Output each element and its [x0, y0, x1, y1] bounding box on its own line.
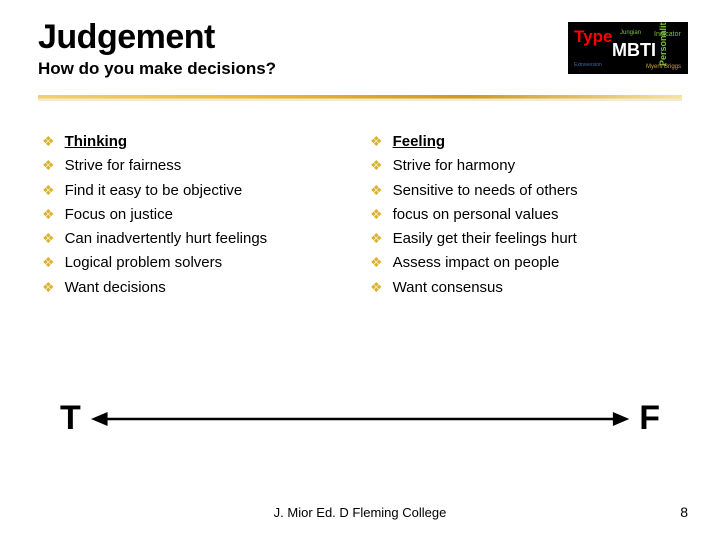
bullet-icon: ❖	[42, 252, 55, 274]
list-item-text: Sensitive to needs of others	[393, 179, 678, 202]
mbti-logo: TypeMBTIPersonalityIndicator Myers Briggs…	[568, 22, 688, 74]
bullet-icon: ❖	[370, 252, 383, 274]
thinking-heading: Thinking	[65, 130, 350, 153]
bullet-icon: ❖	[42, 228, 55, 250]
slide-subtitle: How do you make decisions?	[38, 59, 568, 79]
spectrum: T F	[60, 399, 660, 438]
list-item: ❖ Logical problem solvers	[42, 251, 350, 274]
bullet-icon: ❖	[42, 155, 55, 177]
bullet-icon: ❖	[42, 180, 55, 202]
svg-text:Jungian: Jungian	[620, 30, 641, 36]
list-item-text: Want decisions	[65, 276, 350, 299]
list-item-text: Strive for fairness	[65, 154, 350, 177]
feeling-heading: Feeling	[393, 130, 678, 153]
list-item: ❖ Focus on justice	[42, 203, 350, 226]
list-item: ❖ Easily get their feelings hurt	[370, 227, 678, 250]
page-number: 8	[680, 504, 688, 520]
list-item-text: Assess impact on people	[393, 251, 678, 274]
list-item-text: Find it easy to be objective	[65, 179, 350, 202]
list-item: ❖ focus on personal values	[370, 203, 678, 226]
bullet-icon: ❖	[370, 277, 383, 299]
list-item: ❖ Find it easy to be objective	[42, 179, 350, 202]
columns: ❖ Thinking ❖ Strive for fairness ❖ Find it ea…	[38, 130, 682, 300]
list-item: ❖ Feeling	[370, 130, 678, 153]
list-item-text: focus on personal values	[393, 203, 678, 226]
list-item: ❖ Strive for fairness	[42, 154, 350, 177]
slide-title: Judgement	[38, 18, 568, 57]
spectrum-right-label: F	[639, 399, 660, 438]
footer-text: J. Mior Ed. D Fleming College	[0, 505, 720, 520]
list-item: ❖ Strive for harmony	[370, 154, 678, 177]
svg-text:Indicator: Indicator	[654, 31, 682, 38]
svg-text:Myers Briggs: Myers Briggs	[646, 64, 681, 70]
title-block: Judgement How do you make decisions?	[38, 18, 568, 79]
svg-text:MBTI: MBTI	[612, 40, 656, 60]
list-item-text: Strive for harmony	[393, 154, 678, 177]
svg-text:Personality: Personality	[658, 22, 668, 66]
list-item: ❖ Want decisions	[42, 276, 350, 299]
list-item: ❖ Assess impact on people	[370, 251, 678, 274]
list-item-text: Want consensus	[393, 276, 678, 299]
list-item-text: Easily get their feelings hurt	[393, 227, 678, 250]
list-item-text: Logical problem solvers	[65, 251, 350, 274]
list-item: ❖ Want consensus	[370, 276, 678, 299]
list-item-text: Focus on justice	[65, 203, 350, 226]
bullet-icon: ❖	[370, 204, 383, 226]
right-column: ❖ Feeling ❖ Strive for harmony ❖ Sensitive to…	[370, 130, 678, 300]
list-item: ❖ Thinking	[42, 130, 350, 153]
spectrum-left-label: T	[60, 399, 81, 438]
list-item-text: Can inadvertently hurt feelings	[65, 227, 350, 250]
bullet-icon: ❖	[42, 204, 55, 226]
list-item: ❖ Can inadvertently hurt feelings	[42, 227, 350, 250]
slide: Judgement How do you make decisions? Typ…	[0, 0, 720, 540]
left-column: ❖ Thinking ❖ Strive for fairness ❖ Find it ea…	[42, 130, 350, 300]
bullet-icon: ❖	[370, 155, 383, 177]
bullet-icon: ❖	[370, 131, 383, 153]
bullet-icon: ❖	[370, 228, 383, 250]
bullet-icon: ❖	[370, 180, 383, 202]
divider-line	[38, 95, 682, 101]
svg-text:Extraversion: Extraversion	[574, 62, 602, 68]
list-item: ❖ Sensitive to needs of others	[370, 179, 678, 202]
bullet-icon: ❖	[42, 131, 55, 153]
header: Judgement How do you make decisions? Typ…	[38, 18, 682, 79]
bullet-icon: ❖	[42, 277, 55, 299]
svg-text:Type: Type	[574, 27, 612, 46]
spectrum-arrow	[91, 410, 629, 428]
